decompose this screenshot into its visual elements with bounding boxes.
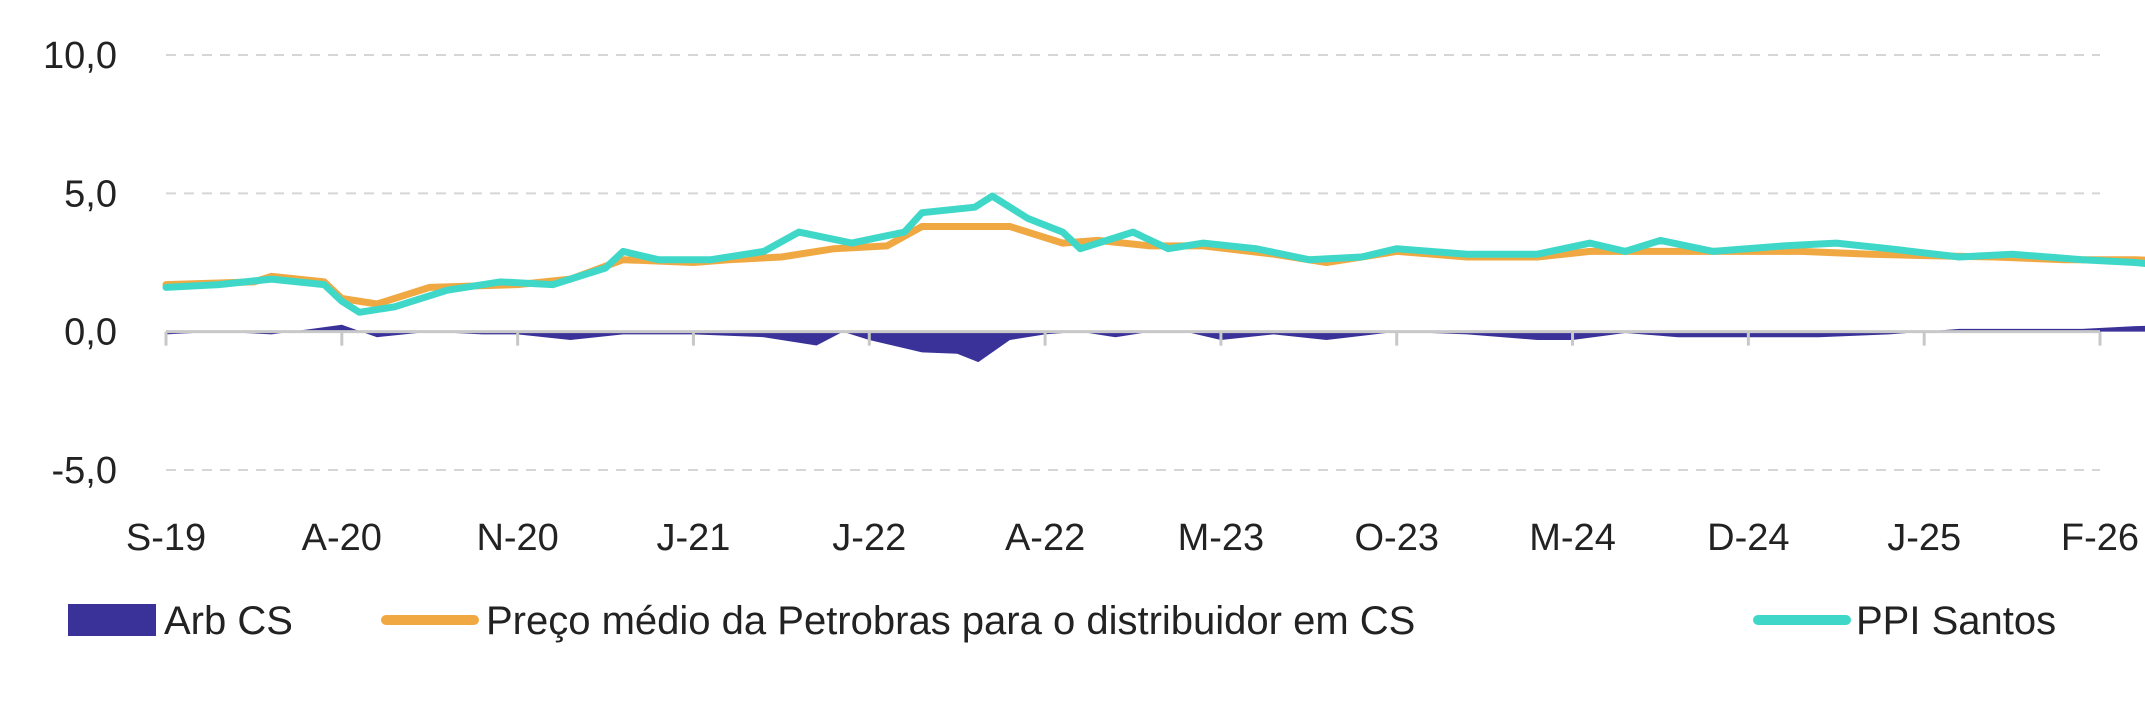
x-tick-label: A-20 xyxy=(302,517,382,559)
y-tick-label: -5,0 xyxy=(52,450,117,492)
line-layer xyxy=(162,192,2145,316)
y-tick-label: 10,0 xyxy=(43,35,117,77)
series-line-ppi-santos xyxy=(162,192,2145,316)
x-tick-label: N-20 xyxy=(476,517,558,559)
x-tick-label: D-24 xyxy=(1707,517,1789,559)
y-tick-label: 5,0 xyxy=(64,173,117,215)
legend: Arb CS Preço médio da Petrobras para o di… xyxy=(68,599,2056,643)
legend-label-petrobras: Preço médio da Petrobras para o distribu… xyxy=(486,599,1415,643)
legend-label-arb-cs: Arb CS xyxy=(164,599,293,643)
x-tick-label: S-19 xyxy=(126,517,206,559)
x-tick-label: J-21 xyxy=(656,517,730,559)
x-axis xyxy=(164,330,2102,346)
x-tick-label: O-23 xyxy=(1354,517,1438,559)
y-tick-labels: 10,0 5,0 0,0 -5,0 xyxy=(43,35,117,492)
series-area-arb-cs xyxy=(166,324,2145,363)
x-tick-label: M-23 xyxy=(1178,517,1265,559)
x-tick-label: J-25 xyxy=(1887,517,1961,559)
x-tick-label: A-22 xyxy=(1005,517,1085,559)
area-layer xyxy=(166,324,2145,363)
x-tick-label: F-26 xyxy=(2061,517,2139,559)
legend-label-ppi-santos: PPI Santos xyxy=(1856,599,2056,643)
x-tick-label: M-24 xyxy=(1529,517,1616,559)
y-tick-label: 0,0 xyxy=(64,312,117,354)
x-tick-labels: S-19 A-20 N-20 J-21 J-22 A-22 M-23 O-23 M-24 D-24… xyxy=(126,517,2139,559)
series-line-petrobras xyxy=(162,223,2145,308)
legend-swatch-arb-cs xyxy=(68,604,156,636)
x-tick-label: J-22 xyxy=(832,517,906,559)
grid xyxy=(166,54,2100,471)
